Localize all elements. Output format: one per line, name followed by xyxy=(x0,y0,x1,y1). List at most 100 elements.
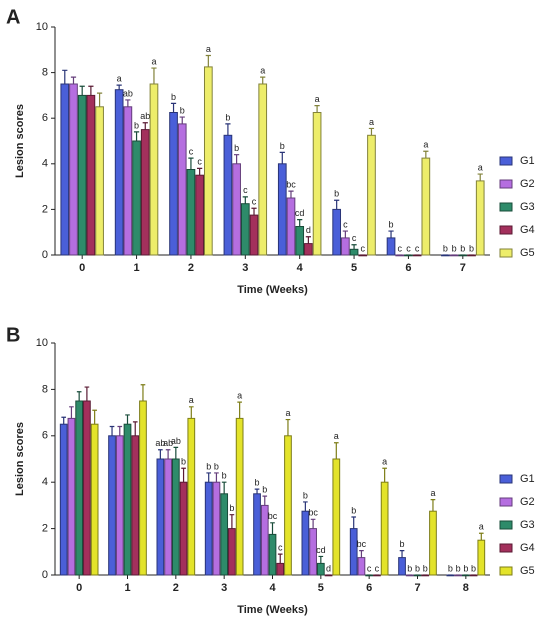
significance-letter: bc xyxy=(268,511,278,521)
significance-letter: d xyxy=(306,225,311,235)
error-bar xyxy=(188,157,194,170)
error-bar xyxy=(117,425,123,436)
y-tick-label: 10 xyxy=(36,21,48,33)
significance-letter: b xyxy=(400,539,405,549)
significance-letter: c xyxy=(375,563,380,573)
bar xyxy=(123,106,133,256)
significance-letter: d xyxy=(326,563,331,573)
significance-letter: b xyxy=(351,505,356,515)
error-bar xyxy=(368,127,375,136)
legend-swatch xyxy=(499,225,513,235)
bar xyxy=(186,169,196,256)
x-tick-label: 3 xyxy=(242,262,248,274)
error-bar xyxy=(314,105,320,113)
significance-letter: c xyxy=(406,243,411,253)
significance-letter: c xyxy=(361,243,366,253)
bar xyxy=(220,493,229,576)
bar xyxy=(132,140,141,256)
error-bar xyxy=(116,84,122,90)
y-tick-label: 4 xyxy=(42,158,48,170)
bar xyxy=(69,83,78,256)
bar xyxy=(380,481,389,576)
significance-letter: a xyxy=(151,56,156,66)
error-bar xyxy=(351,244,357,250)
significance-letter: a xyxy=(334,431,339,441)
significance-letter: b xyxy=(471,563,476,573)
legend-label: G3 xyxy=(520,519,535,531)
bar xyxy=(429,510,437,576)
bar xyxy=(301,510,310,576)
bar xyxy=(421,157,431,256)
significance-letter: b xyxy=(280,141,285,151)
error-bar xyxy=(79,85,85,96)
bar xyxy=(232,163,241,256)
legend-swatch xyxy=(499,497,513,507)
error-bar xyxy=(225,123,231,136)
legend-label: G5 xyxy=(520,565,535,577)
bar xyxy=(332,208,342,256)
significance-letter: a xyxy=(206,44,211,54)
error-bar xyxy=(92,409,97,425)
y-tick-label: 0 xyxy=(42,569,48,581)
bar xyxy=(268,533,277,576)
bar xyxy=(115,435,124,576)
bar xyxy=(169,112,178,256)
bar xyxy=(304,243,313,256)
x-tick-label: 2 xyxy=(188,262,194,274)
legend-label: G3 xyxy=(520,201,535,213)
error-bar xyxy=(359,550,364,558)
x-tick-label: 6 xyxy=(405,262,411,274)
bar xyxy=(108,435,116,576)
significance-letter: b xyxy=(171,92,176,102)
legend-label: G4 xyxy=(520,224,535,236)
bar xyxy=(203,66,213,256)
bar xyxy=(349,528,358,576)
error-bar xyxy=(84,386,90,401)
y-tick-label: 8 xyxy=(42,67,48,79)
error-bar xyxy=(132,421,138,436)
error-bar xyxy=(142,122,148,130)
x-tick-label: 5 xyxy=(351,262,357,274)
x-tick-label: 7 xyxy=(414,582,420,594)
significance-letter: b xyxy=(181,457,186,467)
bar xyxy=(177,123,187,256)
significance-letter: a xyxy=(423,140,428,150)
error-bar xyxy=(214,472,219,483)
error-bar xyxy=(262,495,268,506)
legend-label: G1 xyxy=(520,473,535,485)
error-bar xyxy=(197,167,203,176)
bar xyxy=(398,557,406,576)
bar xyxy=(212,481,221,576)
significance-letter: b xyxy=(303,490,308,500)
error-bar xyxy=(69,406,74,419)
significance-letter: a xyxy=(285,408,290,418)
error-bar xyxy=(61,416,67,425)
x-tick-label: 5 xyxy=(318,582,324,594)
error-bar xyxy=(477,173,483,181)
bar xyxy=(386,237,396,256)
bar xyxy=(240,203,250,256)
legend-swatch xyxy=(499,156,513,166)
error-bar xyxy=(270,522,275,535)
error-bar xyxy=(165,449,171,459)
bar xyxy=(123,423,132,576)
error-bar xyxy=(234,154,240,164)
error-bar xyxy=(260,76,266,84)
bar xyxy=(341,237,350,256)
legend-label: G2 xyxy=(520,178,535,190)
significance-letter: b xyxy=(407,563,412,573)
error-bar xyxy=(229,514,235,529)
bar xyxy=(187,417,196,576)
error-bar xyxy=(109,425,115,436)
significance-letter: b xyxy=(262,484,267,494)
significance-letter: b xyxy=(463,563,468,573)
error-bar xyxy=(125,414,130,425)
significance-letter: b xyxy=(229,503,234,513)
bar xyxy=(77,94,87,256)
bar xyxy=(59,423,68,576)
significance-letter: b xyxy=(415,563,420,573)
significance-letter: c xyxy=(278,542,283,552)
significance-letter: b xyxy=(206,461,211,471)
significance-letter: b xyxy=(234,143,239,153)
error-bar xyxy=(125,99,131,107)
